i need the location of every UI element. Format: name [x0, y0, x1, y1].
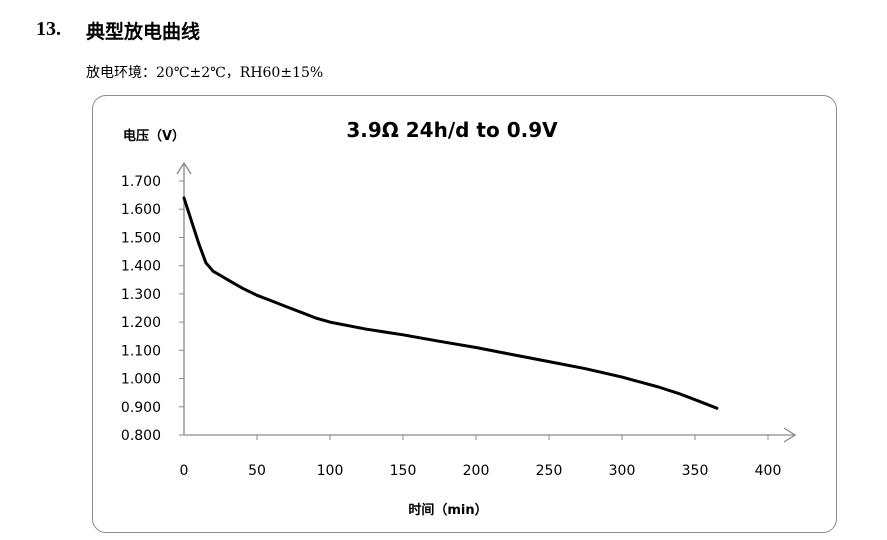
y-tick-label: 1.600: [121, 202, 161, 218]
y-tick-label: 1.400: [121, 259, 161, 275]
x-tick-label: 400: [755, 463, 782, 479]
x-tick-label: 50: [248, 463, 266, 479]
y-axis-arrow-icon: [176, 161, 192, 175]
x-tick-label: 100: [317, 463, 344, 479]
y-tick-label: 1.000: [121, 372, 161, 388]
x-tick-label: 150: [390, 463, 417, 479]
y-tick-label: 1.300: [121, 287, 161, 303]
y-tick-label: 0.900: [121, 400, 161, 416]
x-axis-arrow-icon: [783, 427, 797, 443]
y-tick-label: 1.100: [121, 343, 161, 359]
y-tick-label: 1.700: [121, 174, 161, 190]
y-tick-label: 1.500: [121, 230, 161, 246]
discharge-curve-line: [182, 196, 719, 410]
x-tick-label: 350: [682, 463, 709, 479]
section-title: 典型放电曲线: [86, 21, 201, 43]
chart-frame: [92, 95, 837, 533]
x-axis-label: 时间（min）: [408, 502, 487, 518]
test-condition: 放电环境：20℃±2℃，RH60±15%: [86, 65, 324, 81]
chart-title: 3.9Ω 24h/d to 0.9V: [346, 118, 558, 142]
y-tick-label: 1.200: [121, 315, 161, 331]
x-tick-label: 200: [463, 463, 490, 479]
section-number: 13.: [36, 18, 61, 40]
y-tick-label: 0.800: [121, 428, 161, 444]
x-tick-label: 300: [609, 463, 636, 479]
x-tick-label: 0: [180, 463, 189, 479]
y-axis-label: 电压（V）: [123, 128, 185, 144]
x-tick-label: 250: [536, 463, 563, 479]
